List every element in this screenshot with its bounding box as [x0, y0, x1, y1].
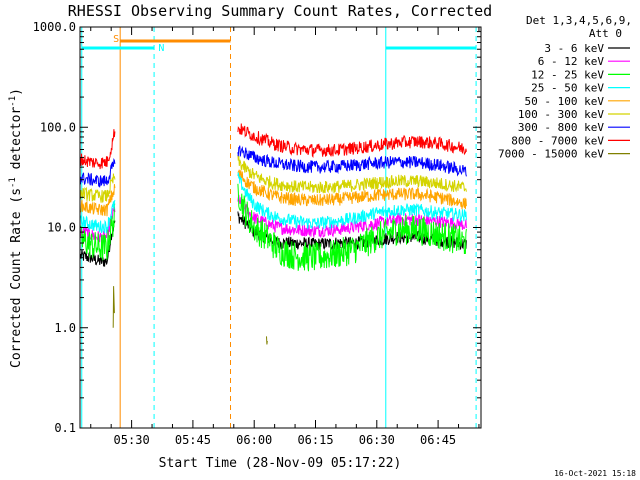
series-line-7-segment-2: [237, 145, 467, 177]
legend-label: 3 - 6 keV: [544, 42, 604, 55]
y-axis-label-main: Corrected Count Rate (s: [9, 188, 24, 368]
series-layer: [80, 123, 467, 345]
y-tick-label: 1.0: [54, 321, 76, 335]
x-tick-label: 05:30: [114, 433, 150, 447]
y-axis-label-end: ): [9, 88, 24, 96]
series-line-9-segment-1: [112, 286, 115, 328]
footer-timestamp: 16-Oct-2021 15:18: [554, 469, 636, 478]
x-tick-label: 05:45: [175, 433, 211, 447]
legend-label: 6 - 12 keV: [538, 55, 605, 68]
legend-label: 100 - 300 keV: [518, 108, 604, 121]
series-line-6-segment-2: [237, 154, 467, 194]
x-tick-label: 06:15: [297, 433, 333, 447]
series-line-8-segment-2: [237, 123, 467, 158]
legend-header-att: Att 0: [589, 27, 622, 40]
series-line-6-segment-1: [80, 173, 116, 203]
legend-label: 7000 - 15000 keV: [498, 148, 604, 161]
series-line-4-segment-2: [237, 172, 467, 231]
series-line-3-segment-1: [80, 203, 116, 261]
x-tick-label: 06:00: [236, 433, 272, 447]
series-line-5-segment-2: [237, 169, 467, 210]
legend-label: 25 - 50 keV: [531, 82, 604, 95]
y-tick-label: 1000.0: [33, 20, 76, 34]
legend-label: 300 - 800 keV: [518, 121, 604, 134]
y-tick-label: 100.0: [40, 120, 76, 134]
series-line-9-segment-2: [266, 336, 268, 345]
y-axis-label-tail: detector: [9, 107, 24, 178]
x-tick-label: 06:45: [420, 433, 456, 447]
series-line-8-segment-1: [80, 129, 116, 170]
band-label-s: S: [113, 34, 119, 45]
axes: [79, 26, 482, 429]
y-axis-label: Corrected Count Rate (s-1 detector-1): [8, 88, 24, 368]
y-tick-label: 10.0: [47, 221, 76, 235]
y-axis-label-sup2: -1: [8, 96, 18, 107]
x-tick-label: 06:30: [359, 433, 395, 447]
tick-labels: 0.1 1.0 10.0 100.0 1000.0 05:30 05:45 06:00 06:1…: [33, 20, 457, 447]
legend-label: 50 - 100 keV: [525, 95, 605, 108]
x-axis-label: Start Time (28-Nov-09 05:17:22): [159, 456, 402, 471]
legend-header: Det 1,3,4,5,6,9,: [526, 14, 632, 27]
series-line-4-segment-1: [80, 199, 116, 234]
y-tick-label: 0.1: [54, 421, 76, 435]
series-line-3-segment-2: [237, 183, 467, 272]
legend-label: 12 - 25 keV: [531, 68, 604, 81]
legend-label: 800 - 7000 keV: [511, 134, 604, 147]
chart-title: RHESSI Observing Summary Count Rates, Co…: [68, 2, 492, 20]
series-line-5-segment-1: [80, 184, 116, 217]
y-axis-label-sup: -1: [8, 177, 18, 188]
series-line-7-segment-1: [80, 158, 116, 188]
band-label-n: N: [158, 43, 164, 54]
